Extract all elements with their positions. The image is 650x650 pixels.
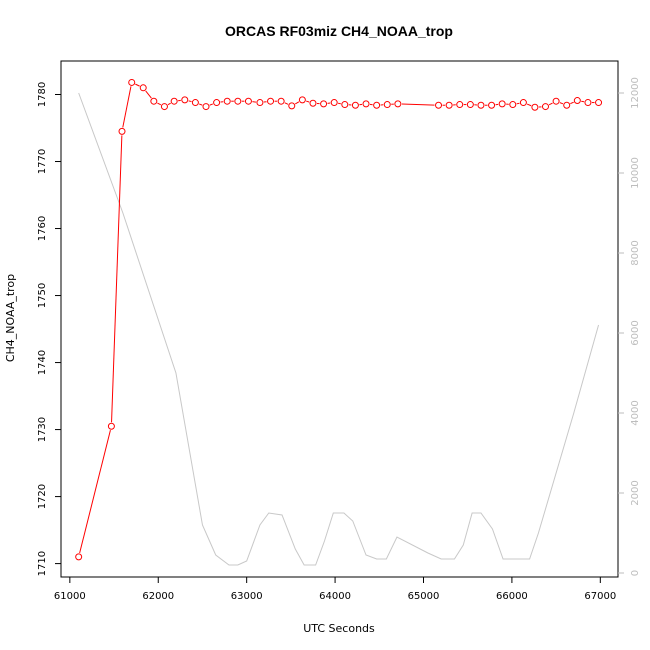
y-tick-label: 1710	[37, 551, 48, 576]
y2-tick-label: 10000	[630, 157, 641, 189]
y2-axis: 0 2000 4000 6000 8000 10000 12000	[618, 77, 641, 576]
ch4-segment	[135, 83, 140, 87]
ch4-point	[150, 97, 158, 105]
y2-tick-label: 2000	[630, 480, 641, 505]
ch4-point	[213, 99, 221, 107]
x-tick-label: 67000	[584, 591, 616, 602]
y-tick-label: 1770	[37, 149, 48, 174]
y-axis: 1710 1720 1730 1740 1750 1760 1770 1780	[37, 82, 61, 576]
ch4-segment	[526, 103, 532, 107]
ch4-series	[75, 78, 603, 561]
ch4-point	[362, 100, 370, 108]
x-tick-label: 65000	[408, 591, 440, 602]
ch4-point	[139, 84, 147, 92]
ch4-segment	[338, 102, 341, 105]
ch4-point	[584, 99, 592, 107]
ch4-segment	[559, 102, 564, 105]
ch4-point	[542, 103, 550, 111]
ch4-point	[75, 553, 83, 561]
ch4-point	[277, 97, 285, 105]
ch4-point	[309, 99, 317, 107]
ch4-segment	[548, 102, 553, 106]
altitude-series	[78, 92, 600, 566]
ch4-point	[498, 100, 506, 108]
ch4-segment	[188, 100, 192, 103]
y2-tick-label: 12000	[630, 77, 641, 109]
ch4-point	[202, 103, 210, 111]
ch4-point	[435, 101, 443, 109]
ch4-point	[191, 99, 199, 107]
ch4-point	[595, 99, 603, 107]
ch4-segment	[209, 103, 214, 106]
ch4-segment	[145, 90, 152, 99]
ch4-point	[244, 97, 252, 105]
x-tick-label: 63000	[231, 591, 263, 602]
y-tick-label: 1760	[37, 216, 48, 241]
ch4-segment	[284, 102, 289, 105]
x-axis: 61000 62000 63000 64000 65000 66000 67000	[54, 577, 616, 602]
ch4-segment	[157, 102, 162, 106]
y-tick-label: 1750	[37, 283, 48, 308]
y2-tick-label: 4000	[630, 400, 641, 425]
ch4-point	[456, 101, 464, 109]
ch4-point	[320, 100, 328, 108]
ch4-point	[256, 99, 264, 107]
ch4-point	[118, 127, 126, 135]
ch4-segment	[294, 101, 300, 105]
ch4-point	[223, 97, 231, 105]
ch4-segment	[111, 135, 123, 423]
ch4-point	[563, 101, 571, 109]
ch4-point	[466, 101, 474, 109]
y2-tick-label: 6000	[630, 320, 641, 345]
altitude-line	[78, 92, 600, 566]
ch4-point	[488, 101, 496, 109]
ch4-point	[519, 99, 527, 107]
ch4-point	[573, 97, 581, 105]
ch4-segment	[79, 429, 111, 554]
ch4-point	[267, 97, 275, 105]
ch4-point	[298, 96, 306, 104]
ch4-point	[351, 101, 359, 109]
ch4-point	[288, 102, 296, 110]
chart-title: ORCAS RF03miz CH4_NOAA_trop	[225, 23, 453, 39]
ch4-point	[509, 101, 517, 109]
ch4-segment	[167, 102, 171, 106]
ch4-point	[330, 99, 338, 107]
x-tick-label: 64000	[319, 591, 351, 602]
y-tick-label: 1780	[37, 82, 48, 107]
ch4-segment	[122, 86, 132, 128]
ch4-point	[170, 97, 178, 105]
ch4-point	[234, 97, 242, 105]
ch4-point	[107, 422, 115, 430]
ch4-point	[477, 101, 485, 109]
y-axis-label: CH4_NOAA_trop	[4, 274, 17, 362]
x-tick-label: 66000	[496, 591, 528, 602]
ch4-segment	[581, 100, 585, 103]
ch4-point	[341, 101, 349, 109]
y2-tick-label: 0	[630, 570, 641, 576]
y-tick-label: 1730	[37, 417, 48, 442]
ch4-point	[373, 101, 381, 109]
ch4-point	[383, 101, 391, 109]
ch4-segment	[198, 103, 203, 106]
ch4-point	[552, 97, 560, 105]
ch4-point	[531, 103, 539, 111]
ch4-point	[181, 96, 189, 104]
ch4-segment	[306, 100, 310, 103]
plot-frame	[60, 60, 619, 578]
x-axis-label: UTC Seconds	[303, 622, 375, 635]
ch4-segment	[401, 103, 435, 106]
y-tick-label: 1740	[37, 350, 48, 375]
ch4-point	[394, 100, 402, 108]
ch4-point	[445, 101, 453, 109]
ch4-segment	[570, 101, 574, 105]
y-tick-label: 1720	[37, 484, 48, 509]
ch4-point	[128, 78, 136, 86]
y2-tick-label: 8000	[630, 240, 641, 265]
x-tick-label: 62000	[142, 591, 174, 602]
ch4-point	[160, 103, 168, 111]
ch4-segment	[516, 102, 520, 105]
x-tick-label: 61000	[54, 591, 86, 602]
